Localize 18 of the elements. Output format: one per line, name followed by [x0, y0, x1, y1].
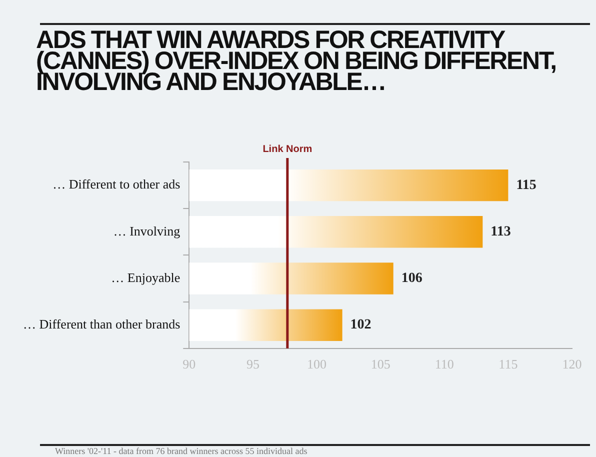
- y-tick-label: … Involving: [113, 223, 181, 238]
- y-tick-label: … Enjoyable: [111, 270, 180, 285]
- x-tick-label: 100: [307, 356, 327, 372]
- x-tick-label: 120: [562, 356, 582, 372]
- data-label: 115: [516, 178, 536, 193]
- data-label: 102: [350, 318, 372, 333]
- ref-line-label: Link Norm: [262, 144, 312, 155]
- x-tick-label: 110: [434, 356, 454, 372]
- x-tick-label: 115: [498, 356, 518, 372]
- chart-title: ADS THAT WIN AWARDS FOR CREATIVITY (CANNES) OVER-INDEX ON BEING DIFFERENT, INVOLVING AND ENJOYABLE…: [36, 26, 556, 96]
- x-tick-label: 105: [370, 356, 390, 372]
- data-label: 113: [490, 224, 511, 240]
- y-tick-label: … Different than other brands: [23, 316, 180, 332]
- x-tick-label: 95: [246, 356, 260, 372]
- data-label: 106: [401, 271, 422, 286]
- x-tick-label: 90: [182, 356, 196, 372]
- text: Winners '02-'11 - data from 76 brand winners across 55 individual ads: [55, 446, 308, 456]
- y-tick-label: … Different to other ads: [52, 176, 180, 192]
